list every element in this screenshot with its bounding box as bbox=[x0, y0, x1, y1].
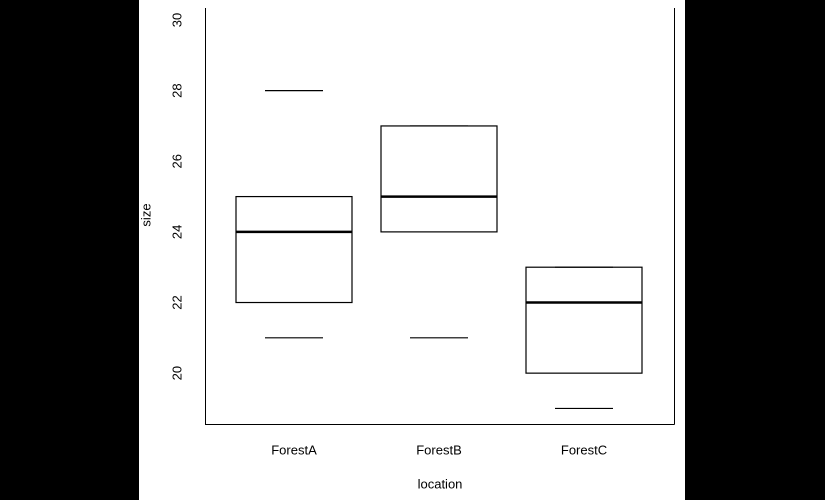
x-tick-label: ForestB bbox=[416, 442, 462, 457]
x-tick-label: ForestC bbox=[561, 442, 607, 457]
plot-panel bbox=[139, 0, 685, 500]
y-tick-label: 26 bbox=[169, 154, 184, 168]
y-tick-label: 30 bbox=[169, 13, 184, 27]
y-axis-label: size bbox=[138, 203, 153, 226]
x-tick-label: ForestA bbox=[271, 442, 317, 457]
y-tick-label: 22 bbox=[169, 295, 184, 309]
y-tick-label: 20 bbox=[169, 366, 184, 380]
box bbox=[235, 195, 353, 304]
y-tick-label: 28 bbox=[169, 83, 184, 97]
y-tick-label: 24 bbox=[169, 225, 184, 239]
x-axis-label: location bbox=[418, 476, 463, 491]
